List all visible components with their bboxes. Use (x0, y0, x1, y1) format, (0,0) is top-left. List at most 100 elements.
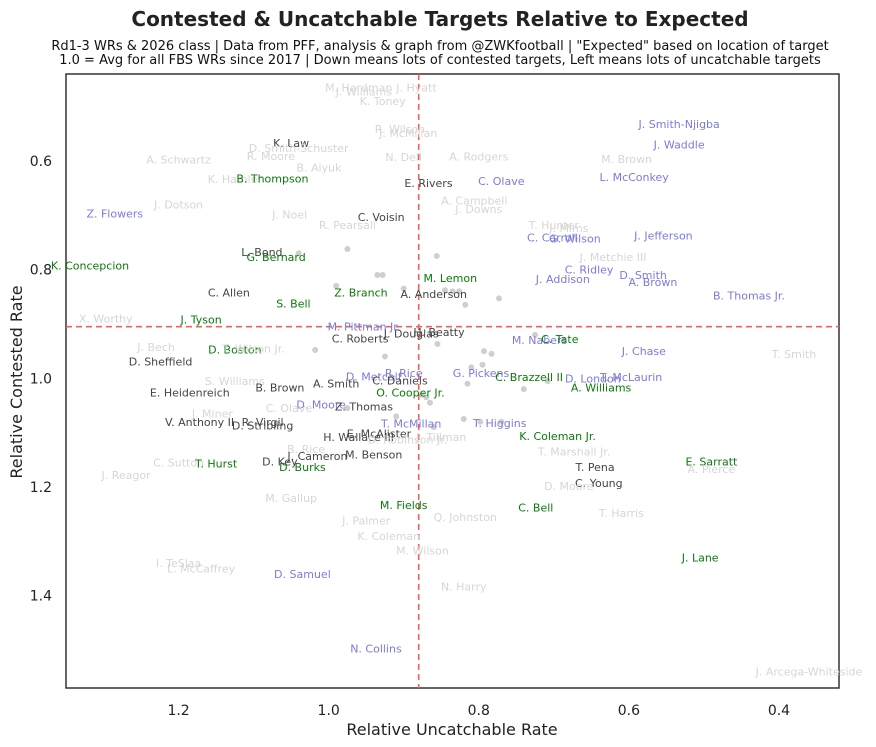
data-point-10 (400, 285, 407, 292)
player-label-10: A. Schwartz (146, 153, 211, 166)
y-tick-label-3: 1.2 (30, 480, 52, 496)
data-point-17 (468, 364, 475, 371)
data-point-22 (423, 394, 430, 401)
player-label-78: V. Anthony II (165, 416, 234, 429)
data-point-29 (393, 413, 400, 420)
player-label-87: K. Coleman Jr. (519, 430, 596, 443)
player-label-17: B. Thompson (236, 172, 308, 185)
data-point-25 (477, 418, 484, 425)
chart-subtitle-line-2: 1.0 = Avg for all FBS WRs since 2017 | D… (59, 53, 821, 68)
y-axis-label: Relative Contested Rate (7, 285, 26, 478)
player-label-0: M. Hardman (325, 82, 392, 95)
player-label-105: T. Harris (598, 507, 644, 520)
player-label-61: R. Rice (385, 367, 423, 380)
player-label-88: B. Rice (287, 443, 325, 456)
player-label-107: J. Palmer (341, 515, 391, 528)
player-label-115: N. Collins (350, 642, 402, 655)
player-label-65: D. London (565, 372, 621, 385)
player-label-11: R. Moore (247, 150, 295, 163)
player-label-20: L. McConkey (599, 171, 669, 184)
player-label-3: K. Toney (360, 95, 407, 108)
player-label-44: A. Anderson (400, 288, 467, 301)
y-tick-label-4: 1.4 (30, 589, 52, 605)
player-label-22: Z. Flowers (86, 208, 143, 221)
player-label-30: C. Carroll (527, 232, 578, 245)
player-label-38: D. Smith (619, 269, 667, 282)
player-label-26: C. Voisin (358, 211, 405, 224)
player-label-84: H. Wallace III (323, 431, 394, 444)
player-label-55: J. Bech (136, 341, 175, 354)
player-label-69: A. Smith (313, 378, 359, 391)
player-label-2: J. Hyatt (395, 82, 437, 95)
player-label-43: Z. Branch (334, 286, 387, 299)
player-label-31: G. Wilson (549, 233, 601, 246)
player-label-67: S. Williams (205, 375, 265, 388)
y-tick-label-2: 1.0 (30, 371, 52, 387)
player-label-59: T. Smith (771, 348, 816, 361)
player-label-106: Q. Johnston (434, 511, 497, 524)
x-axis-label: Relative Uncatchable Rate (346, 720, 557, 739)
player-label-109: M. Wilson (396, 545, 449, 558)
player-label-71: A. Williams (571, 382, 632, 395)
player-label-114: N. Harry (441, 580, 487, 593)
player-label-91: M. Benson (345, 448, 402, 461)
player-label-80: D. Stribling (232, 420, 293, 433)
player-label-1: J. Williams (335, 85, 393, 98)
player-label-99: J. Reagor (100, 469, 151, 482)
player-label-93: C. Sutton (153, 457, 204, 470)
player-label-92: D. Key (262, 455, 298, 468)
player-label-72: E. Heidenreich (150, 386, 230, 399)
player-label-90: J. Cameron (286, 450, 347, 463)
player-label-50: J. Douglas (383, 328, 439, 341)
player-label-16: K. Hamler (208, 173, 263, 186)
player-label-83: E. McAlister (347, 428, 412, 441)
player-label-100: C. Young (575, 477, 623, 490)
data-point-5 (441, 287, 448, 294)
player-label-113: D. Samuel (274, 568, 331, 581)
player-label-5: J. Waddle (653, 139, 705, 152)
data-point-2 (374, 272, 381, 279)
chart-title: Contested & Uncatchable Targets Relative… (131, 7, 748, 31)
player-label-18: E. Rivers (404, 177, 452, 190)
player-label-97: T. Pena (575, 461, 615, 474)
data-point-16 (479, 361, 486, 368)
player-label-108: K. Coleman (357, 530, 420, 543)
x-tick-label-3: 0.6 (618, 703, 640, 719)
player-label-64: C. Brazzell II (495, 371, 563, 384)
player-label-63: D. Metcalf (346, 371, 403, 384)
player-label-53: M. Nabers (512, 334, 568, 347)
x-tick-label-0: 1.2 (167, 703, 189, 719)
player-label-23: A. Campbell (441, 195, 507, 208)
player-label-102: M. Gallup (265, 492, 317, 505)
data-point-15 (488, 350, 495, 357)
data-point-24 (460, 416, 467, 423)
player-label-60: D. Sheffield (129, 355, 193, 368)
player-label-40: J. Addison (535, 273, 590, 286)
player-label-104: C. Bell (518, 502, 553, 515)
player-label-8: K. Law (273, 137, 309, 150)
player-label-56: D. Boston (208, 343, 262, 356)
data-point-3 (379, 272, 386, 279)
player-label-24: J. Downs (454, 203, 502, 216)
player-label-75: Z. Thomas (335, 401, 393, 414)
player-label-68: C. Daniels (372, 374, 428, 387)
player-label-12: N. Dell (385, 151, 422, 164)
player-label-47: X. Worthy (79, 313, 133, 326)
player-label-7: J. McMillan (378, 127, 437, 140)
player-label-86: J. Tillman (415, 431, 466, 444)
data-point-6 (449, 288, 456, 295)
player-label-57: T. Wilson Jr. (221, 342, 284, 355)
data-point-13 (434, 341, 441, 348)
player-label-27: R. Pearsall (319, 219, 376, 232)
player-label-34: G. Bernard (247, 251, 306, 264)
player-label-58: J. Chase (621, 345, 666, 358)
player-label-32: J. Jefferson (633, 229, 693, 242)
background-dots (295, 245, 551, 431)
player-label-4: J. Smith-Njigba (637, 118, 719, 131)
player-label-21: J. Dotson (153, 198, 203, 211)
player-label-103: M. Fields (380, 499, 428, 512)
player-label-36: K. Concepcion (51, 259, 129, 272)
data-point-1 (344, 245, 351, 252)
plot-area (65, 73, 840, 689)
player-label-37: C. Ridley (565, 264, 614, 277)
